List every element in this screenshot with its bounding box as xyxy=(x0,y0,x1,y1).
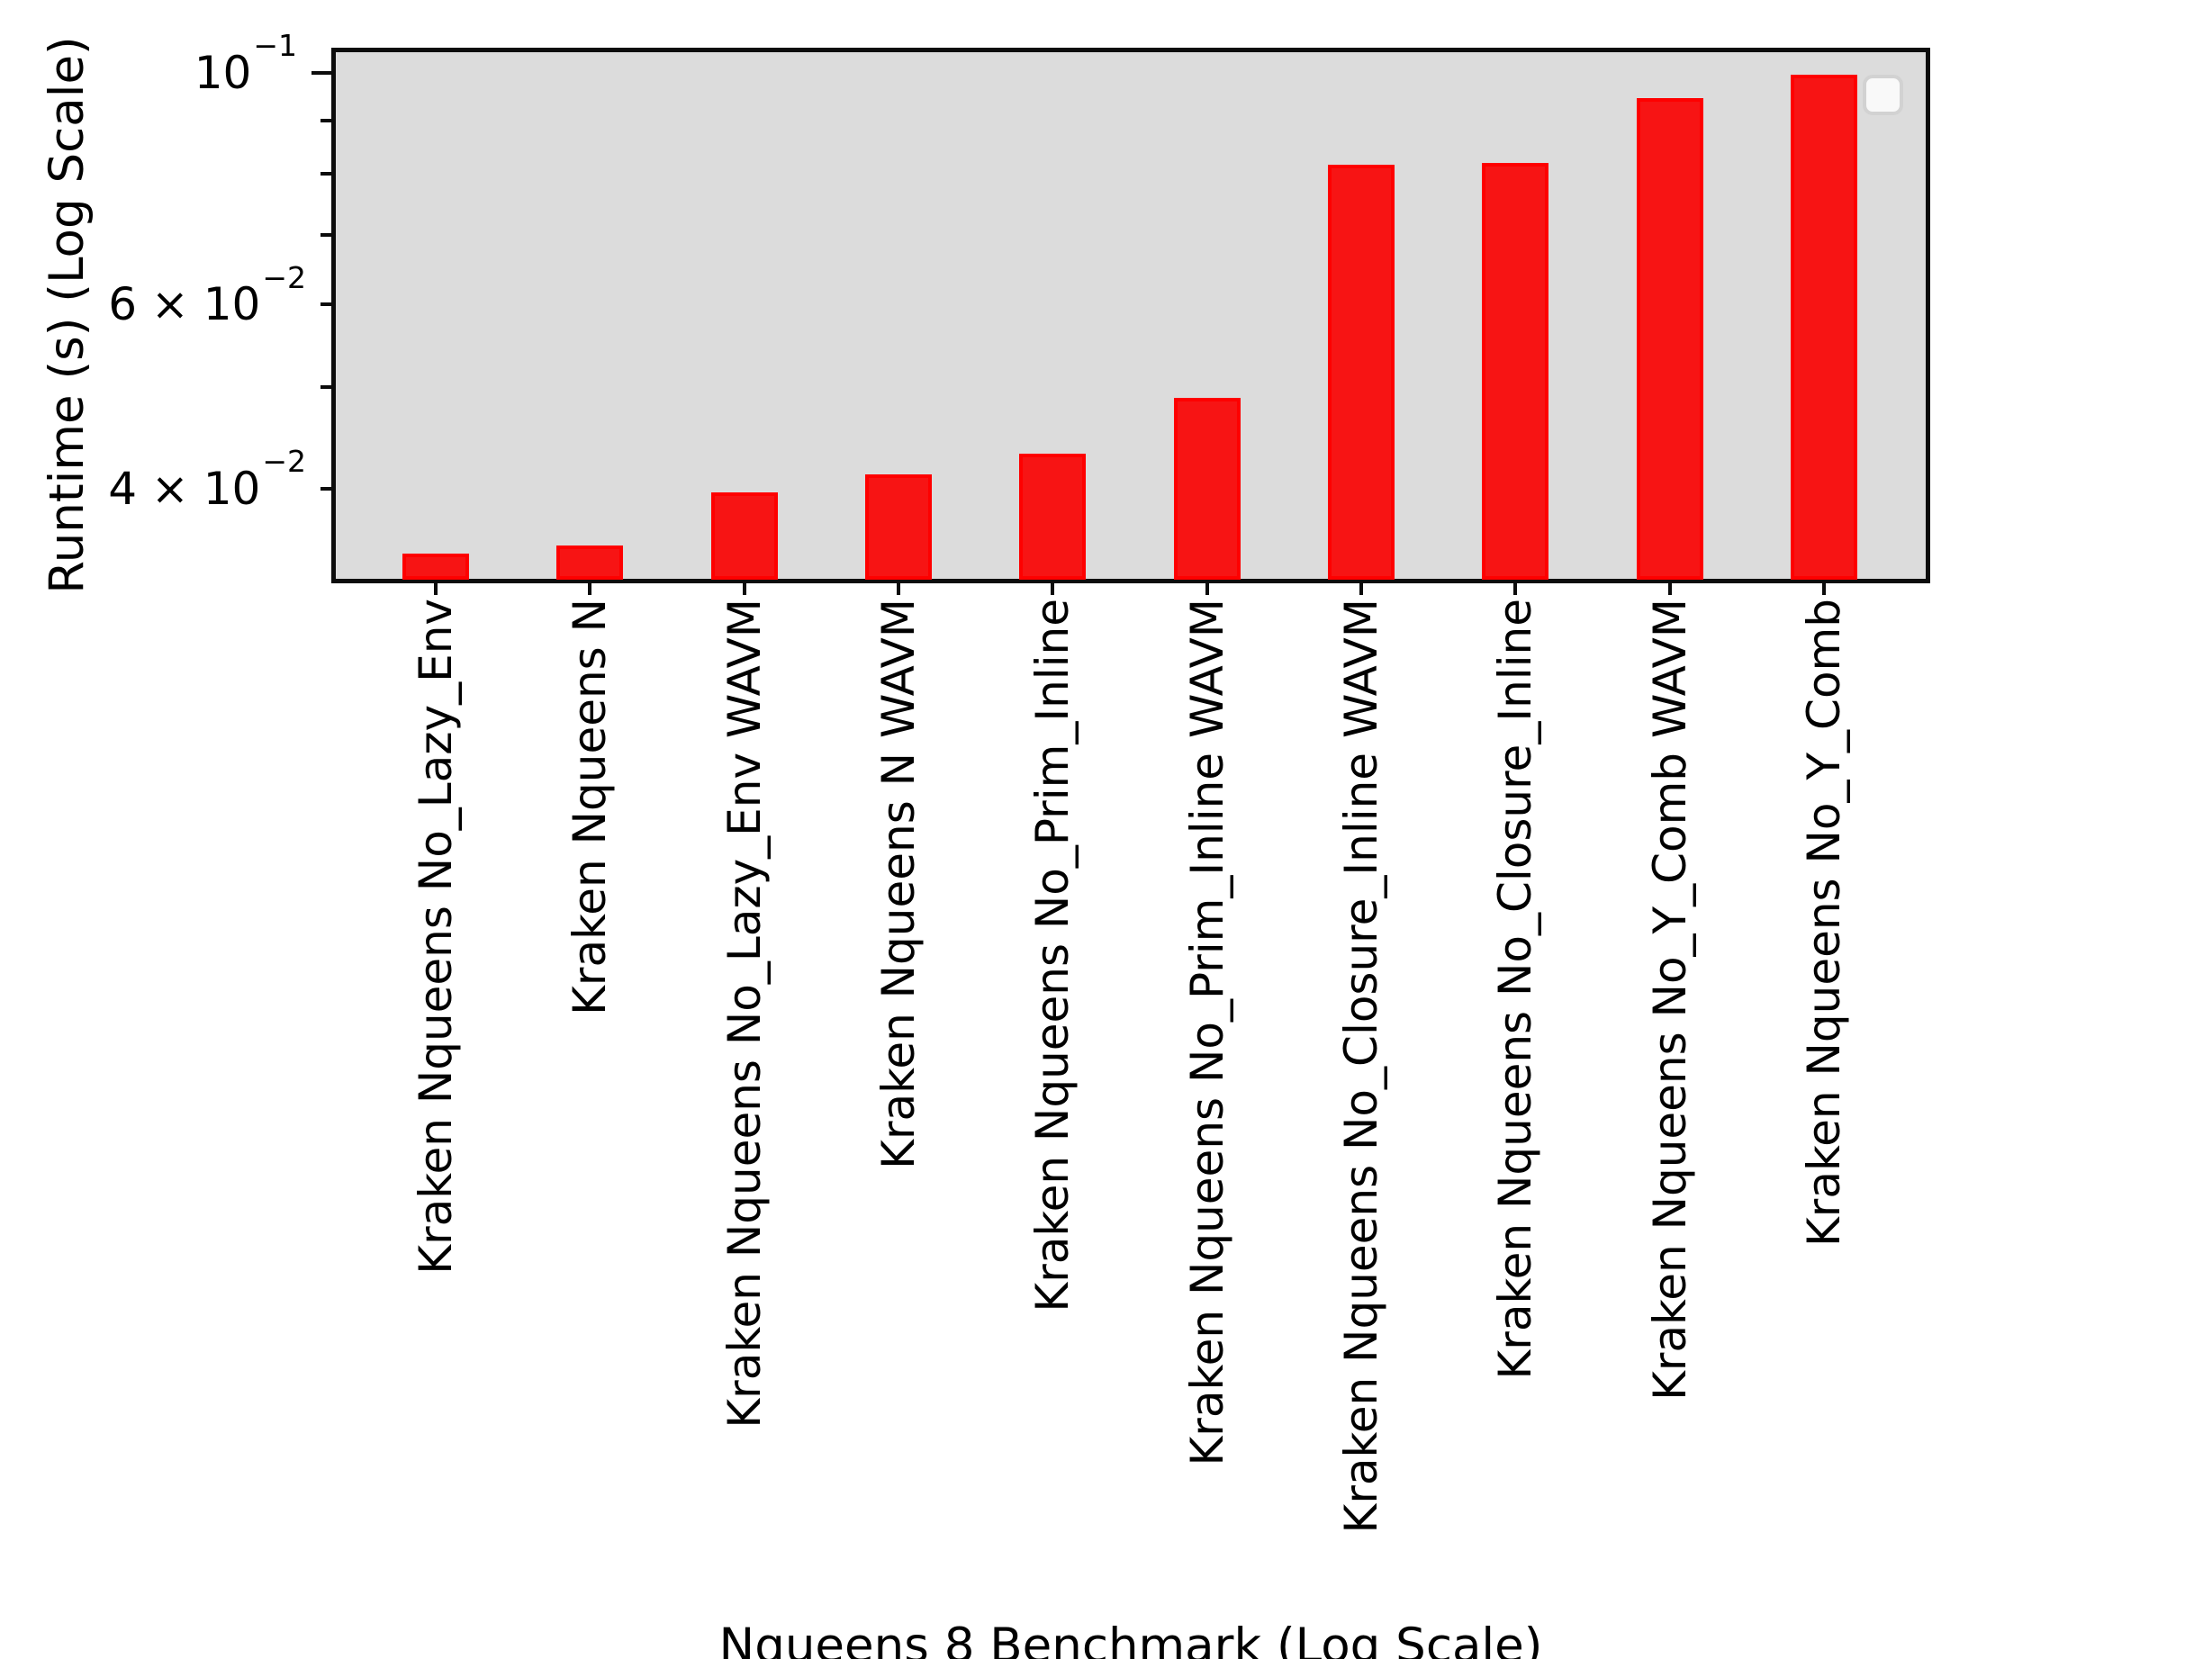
bar-0 xyxy=(402,553,469,580)
x-tick-label: Kraken Nqueens No_Lazy_Env WAVM xyxy=(718,599,771,1429)
y-minor-tick xyxy=(321,232,331,237)
x-tick-label: Kraken Nqueens No_Closure_Inline xyxy=(1489,599,1542,1380)
x-tick xyxy=(1205,583,1209,595)
x-tick-label: Kraken Nqueens No_Lazy_Env xyxy=(410,599,462,1275)
x-tick-label: Kraken Nqueens No_Prim_Inline WAVM xyxy=(1180,599,1233,1466)
bar-7 xyxy=(1482,162,1549,580)
bar-9 xyxy=(1790,74,1857,580)
y-minor-tick xyxy=(321,385,331,390)
bar-4 xyxy=(1019,454,1087,580)
y-minor-tick xyxy=(321,486,331,491)
x-tick-label: Kraken Nqueens N WAVM xyxy=(871,599,925,1169)
x-tick-label: Kraken Nqueens No_Prim_Inline xyxy=(1026,599,1079,1312)
legend-box xyxy=(1863,75,1903,115)
y-minor-tick xyxy=(321,302,331,307)
bar-3 xyxy=(864,473,932,580)
y-minor-tick xyxy=(321,118,331,122)
x-axis-label: Nqueens 8 Benchmark (Log Scale) xyxy=(718,1618,1543,1659)
x-tick xyxy=(1359,583,1363,595)
y-tick-label: 4 × 10−2 xyxy=(108,444,306,515)
x-tick xyxy=(588,583,592,595)
exponent: −2 xyxy=(262,259,306,295)
exponent: −1 xyxy=(253,27,297,63)
y-minor-tick xyxy=(321,172,331,176)
x-tick xyxy=(1667,583,1672,595)
x-tick-label: Kraken Nqueens No_Closure_Inline WAVM xyxy=(1334,599,1387,1534)
bar-8 xyxy=(1636,97,1703,580)
x-tick-label: Kraken Nqueens No_Y_Comb xyxy=(1797,599,1850,1247)
x-tick-label: Kraken Nqueens N xyxy=(564,599,617,1015)
y-tick-label: 6 × 10−2 xyxy=(108,259,306,331)
x-tick xyxy=(434,583,438,595)
bar-6 xyxy=(1327,165,1395,580)
y-axis-label: Runtime (s) (Log Scale) xyxy=(40,36,95,594)
exponent: −2 xyxy=(262,444,306,480)
bar-2 xyxy=(710,491,778,580)
x-tick xyxy=(1821,583,1826,595)
x-tick xyxy=(1513,583,1518,595)
y-major-tick xyxy=(311,70,331,75)
y-tick-label: 10−1 xyxy=(194,27,297,99)
x-tick-label: Kraken Nqueens No_Y_Comb WAVM xyxy=(1643,599,1696,1401)
x-tick xyxy=(896,583,900,595)
x-tick xyxy=(742,583,746,595)
bar-1 xyxy=(556,545,624,580)
bar-5 xyxy=(1173,397,1241,580)
x-tick xyxy=(1051,583,1055,595)
